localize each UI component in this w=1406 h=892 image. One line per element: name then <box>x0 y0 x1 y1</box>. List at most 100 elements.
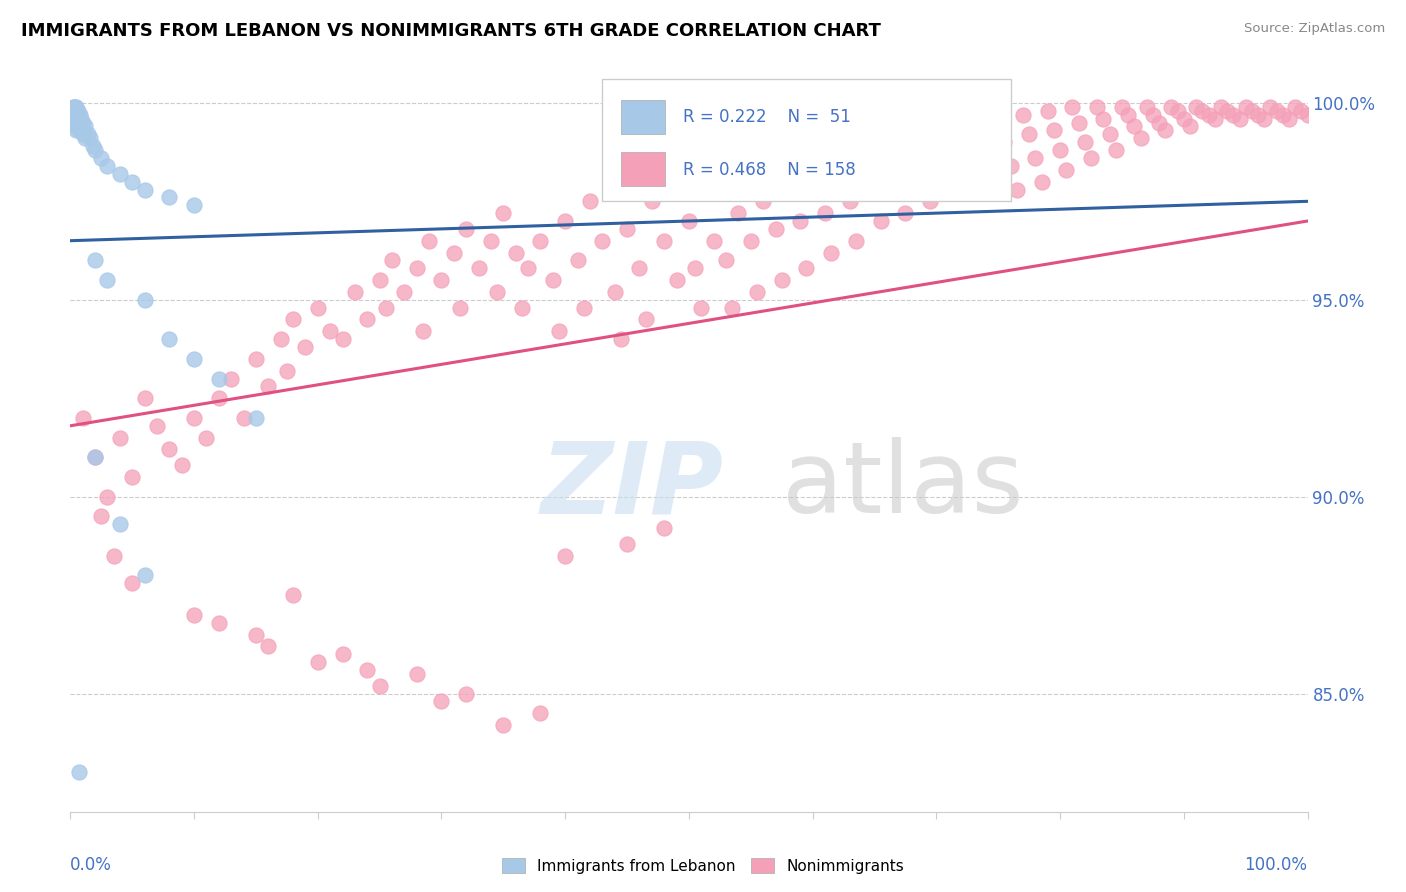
Point <box>121 470 143 484</box>
Point <box>294 340 316 354</box>
Point <box>374 301 396 315</box>
Point <box>219 371 242 385</box>
Point <box>776 182 799 196</box>
Point <box>79 131 101 145</box>
Point <box>96 273 118 287</box>
Point <box>1209 100 1232 114</box>
Point <box>84 450 107 465</box>
Point <box>554 549 576 563</box>
Point <box>1005 182 1028 196</box>
Point <box>1296 108 1319 122</box>
Point <box>84 143 107 157</box>
Point <box>65 100 87 114</box>
Point <box>628 261 651 276</box>
Point <box>1284 100 1306 114</box>
Point <box>1085 100 1108 114</box>
Point <box>66 103 89 118</box>
Point <box>456 687 478 701</box>
Point <box>276 364 298 378</box>
Point <box>65 100 87 114</box>
Point <box>319 324 342 338</box>
Point <box>801 175 824 189</box>
Point <box>82 139 104 153</box>
Point <box>270 332 292 346</box>
Point <box>603 285 626 299</box>
Point <box>1260 100 1282 114</box>
Point <box>456 222 478 236</box>
Point <box>900 128 922 142</box>
Point <box>257 379 280 393</box>
Point <box>381 253 404 268</box>
Point <box>134 293 156 307</box>
Point <box>572 301 595 315</box>
Point <box>62 100 84 114</box>
Text: R = 0.468    N = 158: R = 0.468 N = 158 <box>683 161 855 178</box>
Point <box>981 175 1004 189</box>
Point <box>84 450 107 465</box>
Point <box>1271 108 1294 122</box>
Point <box>579 194 602 209</box>
Point <box>1154 123 1177 137</box>
Point <box>1278 112 1301 126</box>
Point <box>332 647 354 661</box>
Point <box>134 182 156 196</box>
Point <box>66 120 89 134</box>
Point <box>616 537 638 551</box>
Point <box>492 206 515 220</box>
Point <box>1167 103 1189 118</box>
Point <box>554 214 576 228</box>
Point <box>529 234 551 248</box>
Point <box>103 549 125 563</box>
Point <box>405 261 427 276</box>
Point <box>157 332 180 346</box>
Point <box>96 159 118 173</box>
Point <box>690 301 713 315</box>
Point <box>368 273 391 287</box>
Point <box>1054 162 1077 177</box>
Point <box>591 234 613 248</box>
Point <box>65 103 87 118</box>
Point <box>765 222 787 236</box>
Point <box>70 123 93 137</box>
Point <box>925 120 948 134</box>
Point <box>1160 100 1182 114</box>
Point <box>1147 115 1170 129</box>
Point <box>170 458 193 472</box>
Point <box>281 312 304 326</box>
Point <box>974 143 997 157</box>
Point <box>72 115 94 129</box>
Point <box>486 285 509 299</box>
Point <box>745 285 768 299</box>
Point <box>1198 108 1220 122</box>
Point <box>665 273 688 287</box>
Text: 0.0%: 0.0% <box>70 856 112 874</box>
Point <box>796 261 818 276</box>
Point <box>987 112 1010 126</box>
Point <box>1234 100 1257 114</box>
Point <box>69 120 91 134</box>
Point <box>721 301 744 315</box>
Y-axis label: 6th Grade: 6th Grade <box>0 403 7 480</box>
Point <box>208 371 231 385</box>
Point <box>1129 131 1152 145</box>
Point <box>356 312 378 326</box>
Point <box>1247 108 1270 122</box>
Point <box>67 115 90 129</box>
FancyBboxPatch shape <box>621 152 665 186</box>
Point <box>610 332 633 346</box>
Point <box>510 301 533 315</box>
Point <box>76 128 98 142</box>
Point <box>1240 103 1263 118</box>
Point <box>683 261 706 276</box>
Point <box>257 640 280 654</box>
Point <box>430 273 453 287</box>
Point <box>479 234 502 248</box>
Point <box>108 167 131 181</box>
Point <box>443 245 465 260</box>
Point <box>1116 108 1139 122</box>
Point <box>1185 100 1208 114</box>
Point <box>1098 128 1121 142</box>
Point <box>505 245 527 260</box>
Point <box>1049 143 1071 157</box>
Point <box>1031 175 1053 189</box>
